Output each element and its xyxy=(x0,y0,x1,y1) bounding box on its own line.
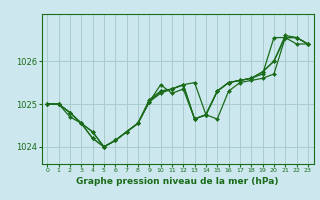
X-axis label: Graphe pression niveau de la mer (hPa): Graphe pression niveau de la mer (hPa) xyxy=(76,177,279,186)
